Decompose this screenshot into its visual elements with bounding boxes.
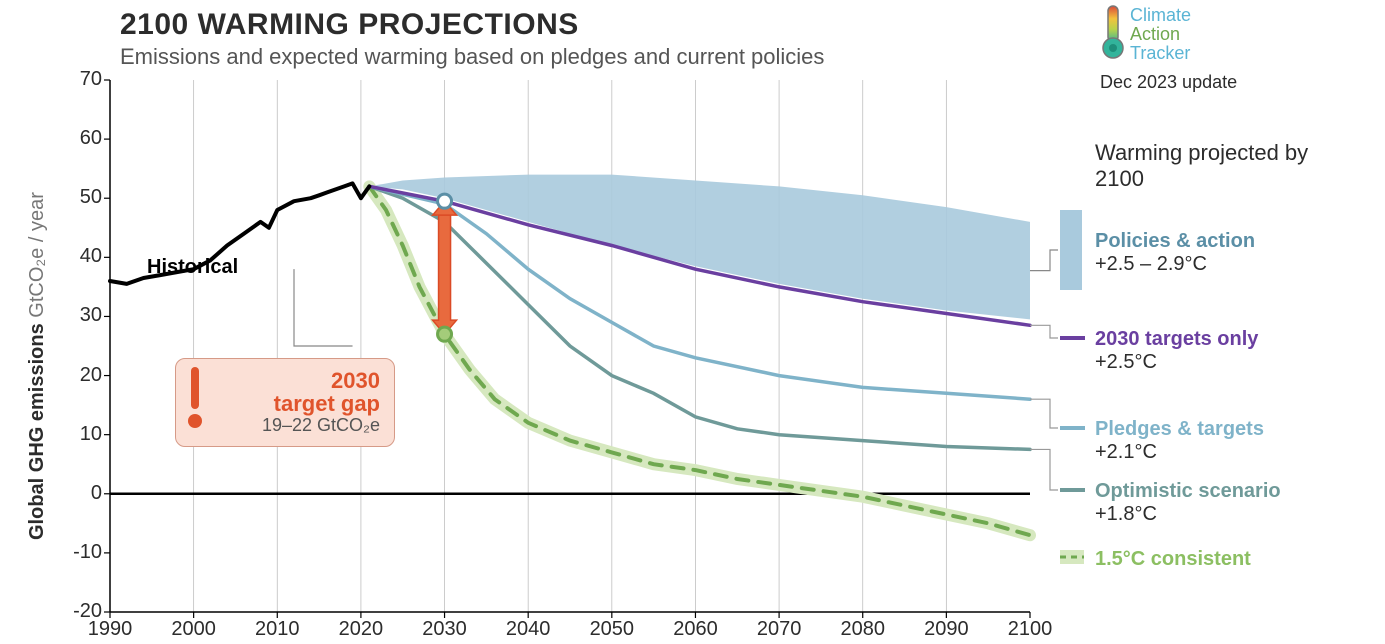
x-tick: 2100: [1000, 618, 1060, 641]
y-tick: -10: [56, 541, 102, 564]
y-tick: 70: [56, 68, 102, 91]
y-tick: 30: [56, 304, 102, 327]
historical-label: Historical: [147, 256, 238, 279]
x-tick: 2050: [582, 618, 642, 641]
y-tick: 10: [56, 423, 102, 446]
y-tick: 60: [56, 127, 102, 150]
legend-item: Optimistic scenario+1.8°C: [1095, 480, 1375, 526]
y-tick: 20: [56, 364, 102, 387]
x-tick: 2070: [749, 618, 809, 641]
legend-item: Policies & action+2.5 – 2.9°C: [1095, 230, 1375, 276]
exclamation-icon: [186, 367, 204, 429]
y-tick: 40: [56, 245, 102, 268]
legend-item: Pledges & targets+2.1°C: [1095, 418, 1375, 464]
x-tick: 2030: [415, 618, 475, 641]
x-tick: 1990: [80, 618, 140, 641]
x-tick: 2080: [833, 618, 893, 641]
legend-item: 2030 targets only+2.5°C: [1095, 328, 1375, 374]
y-tick: 0: [56, 482, 102, 505]
target-gap-callout: 2030target gap 19–22 GtCO₂e: [175, 358, 395, 447]
x-tick: 2090: [916, 618, 976, 641]
x-tick: 2020: [331, 618, 391, 641]
x-tick: 2060: [665, 618, 725, 641]
x-tick: 2000: [164, 618, 224, 641]
y-tick: 50: [56, 186, 102, 209]
x-tick: 2040: [498, 618, 558, 641]
x-tick: 2010: [247, 618, 307, 641]
legend-item: 1.5°C consistent: [1095, 548, 1375, 571]
